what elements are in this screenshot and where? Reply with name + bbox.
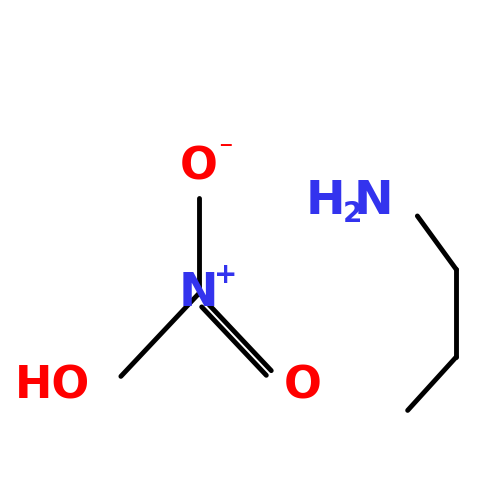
Text: N: N	[179, 271, 218, 316]
Text: ⁻: ⁻	[218, 137, 233, 165]
Text: O: O	[284, 364, 322, 408]
Text: 2: 2	[342, 200, 362, 228]
Text: O: O	[180, 146, 218, 189]
Text: N: N	[354, 179, 394, 224]
Text: +: +	[214, 262, 238, 289]
Text: HO: HO	[14, 364, 90, 408]
Text: H: H	[305, 179, 345, 224]
